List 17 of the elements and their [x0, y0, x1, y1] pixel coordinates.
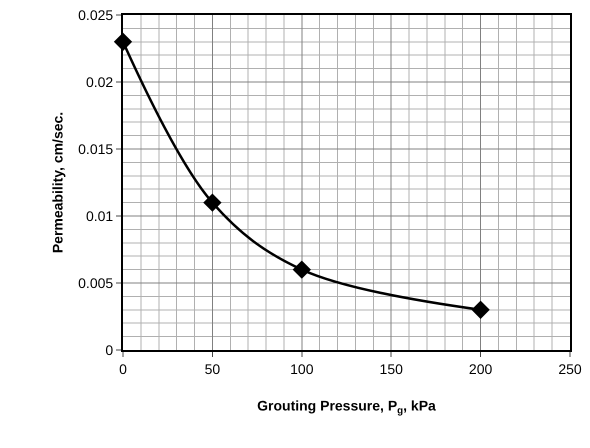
point — [472, 300, 490, 319]
y-axis-title: Permeability, cm/sec. — [49, 112, 66, 254]
x-axis-title: Grouting Pressure, P$_{g}$, kPa — [257, 398, 436, 417]
point — [203, 194, 222, 212]
x-tick-label: 250 — [558, 360, 582, 377]
y-tick-label: 0.025 — [78, 6, 114, 23]
y-tick-label: 0.01 — [86, 208, 114, 224]
y-tick-label: 0.02 — [86, 74, 114, 90]
x-tick-label: 200 — [468, 360, 492, 377]
y-tick-label: 0.005 — [78, 274, 114, 291]
point — [292, 260, 311, 279]
x-tick-label: 150 — [380, 360, 404, 377]
x-tick-label: 0 — [119, 360, 128, 377]
x-tick-label: 100 — [290, 360, 314, 377]
y-tick-label: 0.015 — [78, 140, 114, 157]
x-tick-label: 50 — [204, 360, 220, 377]
y-tick-label: 0 — [105, 342, 114, 358]
